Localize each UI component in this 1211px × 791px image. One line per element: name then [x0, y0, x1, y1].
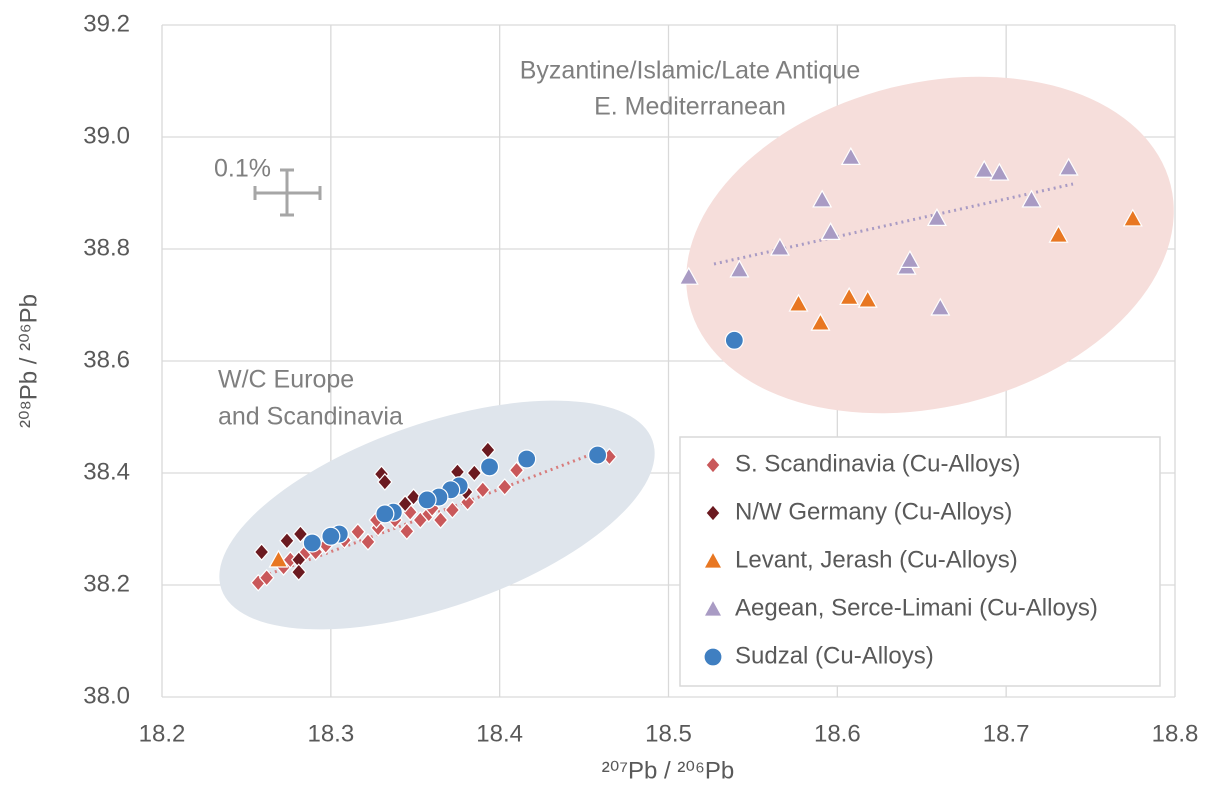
- point: [974, 159, 995, 178]
- point: [360, 532, 376, 551]
- point: [812, 189, 833, 208]
- region-ellipse: [686, 76, 1174, 414]
- point: [769, 237, 790, 256]
- y-axis-label: ²⁰⁸Pb / ²⁰⁶Pb: [15, 294, 42, 428]
- point: [253, 543, 270, 561]
- legend-label: N/W Germany (Cu-Alloys): [735, 498, 1012, 525]
- point: [820, 221, 841, 240]
- point: [279, 531, 295, 550]
- y-tick-label: 39.0: [83, 122, 130, 149]
- x-tick-label: 18.6: [814, 720, 861, 747]
- x-tick-label: 18.5: [645, 720, 692, 747]
- y-tick-label: 38.6: [83, 346, 130, 373]
- annotation: Byzantine/Islamic/Late Antique: [520, 57, 860, 85]
- point: [926, 207, 947, 226]
- point: [517, 449, 537, 469]
- y-tick-label: 38.8: [83, 234, 130, 261]
- annotation: and Scandinavia: [218, 403, 403, 431]
- legend-box: [679, 436, 1161, 687]
- point: [496, 478, 513, 496]
- x-tick-label: 18.7: [983, 720, 1030, 747]
- x-axis-label: ²⁰⁷Pb / ²⁰⁶Pb: [602, 757, 735, 784]
- legend-label: S. Scandinavia (Cu-Alloys): [735, 450, 1020, 477]
- y-tick-label: 38.4: [83, 458, 130, 485]
- legend: S. Scandinavia (Cu-Alloys) N/W Germany (C…: [702, 450, 1098, 669]
- point: [302, 533, 322, 553]
- point: [729, 259, 750, 278]
- point: [405, 488, 422, 506]
- point: [258, 568, 275, 587]
- legend-marker: [705, 456, 721, 474]
- point: [857, 289, 878, 308]
- point: [417, 490, 437, 510]
- point: [350, 522, 366, 541]
- x-tick-label: 18.8: [1152, 720, 1199, 747]
- point: [444, 501, 461, 519]
- point: [474, 480, 491, 499]
- point: [930, 297, 951, 316]
- annotation: E. Mediterranean: [594, 93, 786, 121]
- point: [321, 526, 341, 546]
- annotation: W/C Europe: [218, 366, 354, 394]
- points: [250, 146, 1143, 592]
- point: [466, 464, 483, 482]
- legend-marker: [703, 647, 723, 667]
- error-cross: [253, 168, 322, 217]
- point: [268, 549, 289, 568]
- point: [810, 312, 831, 331]
- point: [377, 473, 393, 491]
- point: [290, 563, 307, 582]
- y-tick-label: 39.2: [83, 10, 130, 37]
- point: [587, 445, 608, 465]
- y-tick-label: 38.0: [83, 682, 130, 709]
- annotation: 0.1%: [214, 155, 271, 183]
- x-tick-label: 18.3: [307, 720, 354, 747]
- point: [508, 461, 525, 480]
- point: [899, 249, 920, 268]
- point: [1021, 189, 1042, 208]
- region-ellipse: [219, 400, 655, 630]
- point: [1058, 157, 1079, 176]
- point: [479, 457, 500, 477]
- legend-label: Sudzal (Cu-Alloys): [735, 642, 934, 669]
- legend-label: Levant, Jerash (Cu-Alloys): [735, 546, 1018, 573]
- point: [839, 286, 860, 305]
- x-tick-label: 18.2: [139, 720, 186, 747]
- legend-marker: [702, 550, 724, 569]
- legend-marker: [705, 504, 721, 522]
- point: [292, 525, 309, 543]
- y-tick-label: 38.2: [83, 570, 130, 597]
- point: [1122, 208, 1143, 227]
- point: [724, 330, 744, 350]
- point: [1048, 224, 1069, 243]
- point: [399, 522, 415, 541]
- x-tick-label: 18.4: [476, 720, 523, 747]
- legend-marker: [702, 598, 724, 617]
- legend-label: Aegean, Serce-Limani (Cu-Alloys): [735, 594, 1098, 621]
- point: [989, 162, 1010, 181]
- point: [788, 293, 809, 312]
- point: [678, 266, 699, 285]
- point: [375, 504, 395, 524]
- point: [432, 511, 449, 529]
- point: [840, 146, 861, 165]
